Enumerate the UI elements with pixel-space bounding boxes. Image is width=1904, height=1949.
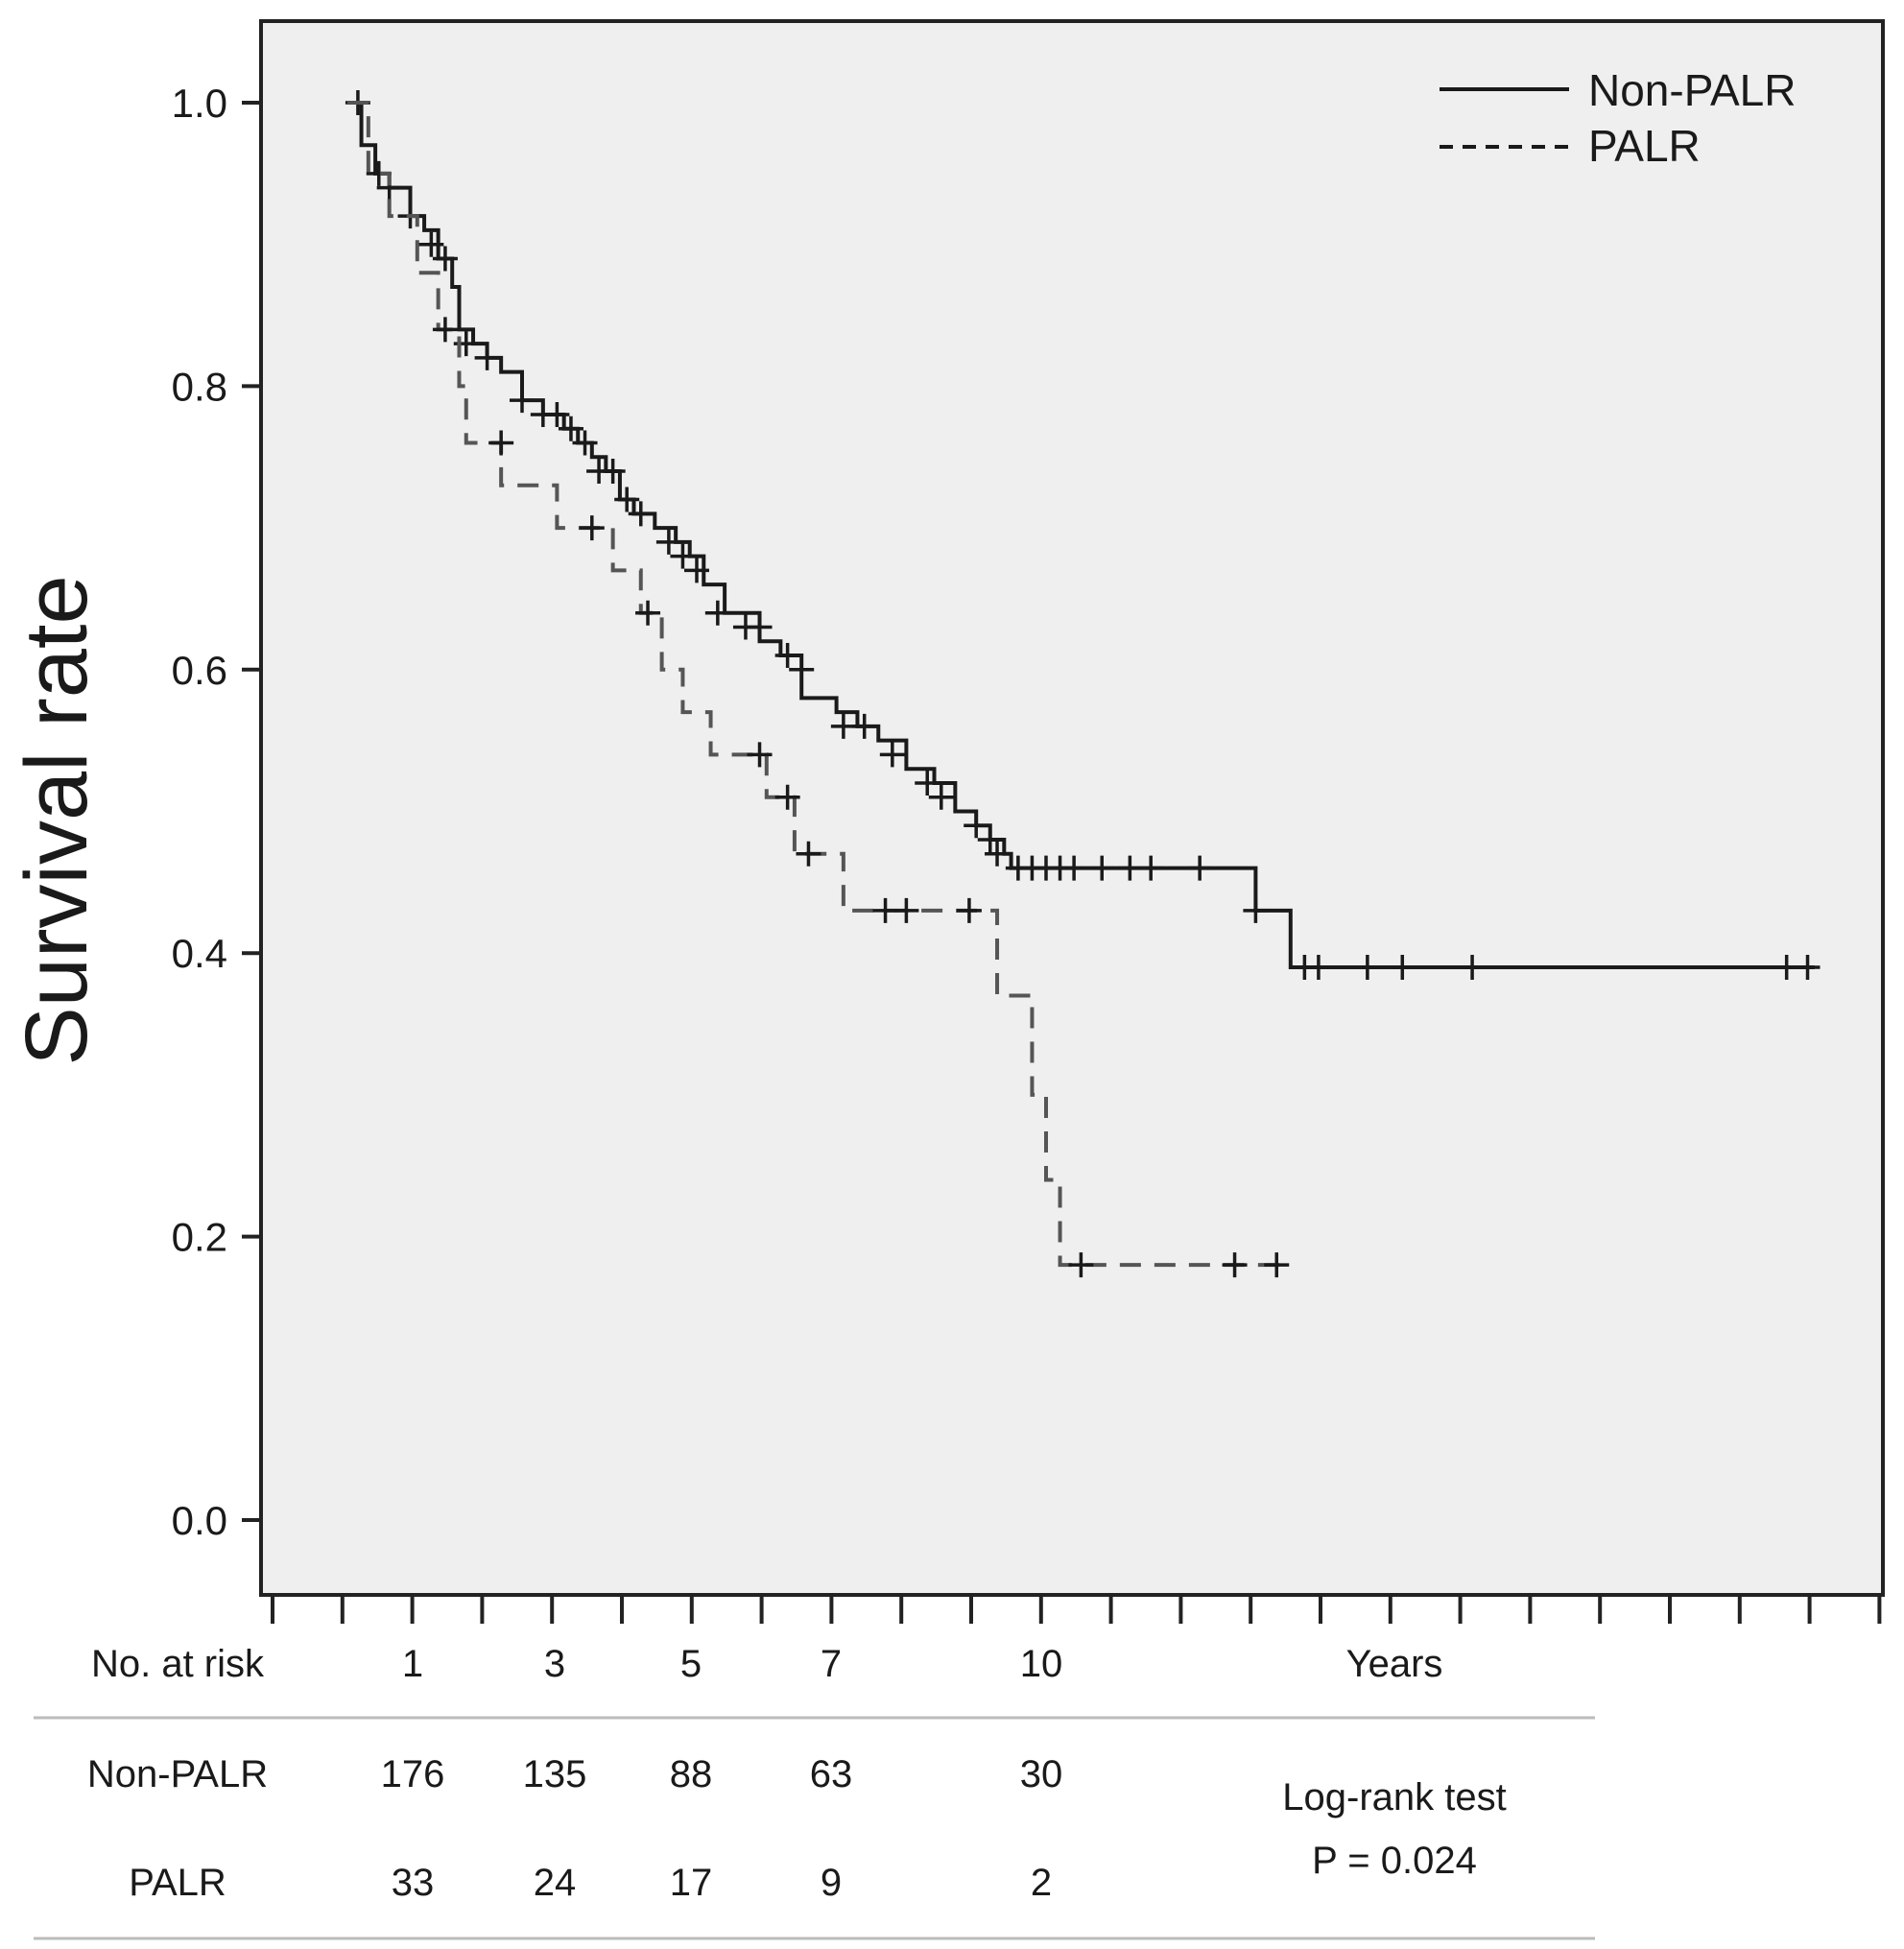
censor-mark-non-palr — [879, 742, 905, 768]
censor-mark-non-palr — [670, 543, 696, 569]
censor-mark-non-palr — [704, 600, 730, 626]
censor-mark-non-palr — [1061, 855, 1087, 881]
y-tick-label: 0.4 — [172, 931, 227, 976]
censor-mark-non-palr — [774, 643, 800, 669]
censor-mark-palr — [893, 897, 919, 923]
censor-mark-palr — [956, 897, 982, 923]
censor-mark-palr — [1222, 1252, 1248, 1278]
censor-mark-palr — [796, 841, 821, 867]
risk-table-time: 5 — [680, 1643, 702, 1685]
censor-mark-non-palr — [747, 614, 773, 640]
censor-mark-palr — [747, 742, 773, 768]
censor-mark-palr — [432, 317, 458, 343]
censor-mark-non-palr — [655, 529, 681, 555]
legend-label-non-palr: Non-PALR — [1588, 65, 1796, 115]
risk-row-label-palr: PALR — [129, 1862, 226, 1904]
risk-cell-non-palr: 176 — [381, 1753, 445, 1795]
logrank-test-label: Log-rank test — [1282, 1776, 1506, 1818]
y-tick-label: 1.0 — [172, 81, 227, 126]
censor-mark-non-palr — [558, 416, 583, 441]
censor-mark-non-palr — [985, 841, 1011, 867]
series-layer — [345, 90, 1821, 1278]
censor-mark-non-palr — [1460, 954, 1486, 980]
survival-curve-non-palr — [347, 101, 1815, 969]
risk-table: No. at risk 1 3 5 7 10 Years Non-PALR 176 135 8… — [34, 1643, 1595, 1940]
censor-mark-non-palr — [600, 459, 626, 485]
y-tick-label: 0.2 — [172, 1215, 227, 1260]
censor-mark-non-palr — [1089, 855, 1115, 881]
censor-mark-non-palr — [1187, 855, 1213, 881]
censor-mark-non-palr — [789, 656, 815, 682]
risk-cell-palr: 2 — [1031, 1862, 1052, 1904]
risk-table-unit: Years — [1346, 1643, 1443, 1685]
legend: Non-PALR PALR — [1440, 65, 1796, 171]
risk-table-time: 3 — [544, 1643, 565, 1685]
censor-mark-non-palr — [684, 558, 709, 583]
risk-table-time: 1 — [402, 1643, 423, 1685]
censor-mark-non-palr — [628, 501, 654, 527]
risk-table-time: 10 — [1020, 1643, 1063, 1685]
y-tick-label: 0.0 — [172, 1498, 227, 1543]
y-tick-label: 0.6 — [172, 648, 227, 693]
censor-mark-non-palr — [915, 770, 940, 796]
risk-cell-palr: 17 — [670, 1862, 713, 1904]
censor-mark-non-palr — [977, 827, 1003, 853]
censor-mark-non-palr — [1390, 954, 1416, 980]
censor-mark-non-palr — [830, 713, 856, 739]
censor-mark-non-palr — [964, 813, 989, 839]
risk-cell-palr: 33 — [392, 1862, 435, 1904]
risk-table-time: 7 — [821, 1643, 842, 1685]
censor-mark-palr — [1068, 1252, 1094, 1278]
plot-area — [259, 19, 1885, 1597]
censor-mark-non-palr — [851, 713, 877, 739]
censor-mark-palr — [774, 784, 800, 810]
censor-mark-non-palr — [474, 345, 500, 370]
censor-mark-non-palr — [544, 401, 570, 427]
logrank-p-value: P = 0.024 — [1312, 1840, 1477, 1882]
x-axis — [271, 1595, 1882, 1624]
risk-cell-non-palr: 30 — [1020, 1753, 1063, 1795]
censor-mark-palr — [872, 897, 898, 923]
risk-cell-palr: 24 — [534, 1862, 577, 1904]
censor-mark-non-palr — [1773, 954, 1799, 980]
risk-cell-palr: 9 — [821, 1862, 842, 1904]
censor-mark-palr — [579, 515, 605, 541]
censor-mark-non-palr — [1354, 954, 1380, 980]
risk-cell-non-palr: 88 — [670, 1753, 713, 1795]
censor-mark-non-palr — [614, 487, 640, 512]
censor-mark-non-palr — [1243, 897, 1269, 923]
risk-table-heading: No. at risk — [91, 1643, 265, 1685]
censor-mark-non-palr — [418, 231, 444, 257]
censor-mark-non-palr — [432, 246, 458, 272]
censor-mark-palr — [488, 430, 514, 456]
censor-mark-non-palr — [1138, 855, 1164, 881]
censor-mark-non-palr — [1305, 954, 1331, 980]
censor-mark-palr — [635, 600, 661, 626]
y-axis-label: Survival rate — [8, 575, 106, 1065]
censor-mark-non-palr — [1795, 954, 1821, 980]
censor-mark-non-palr — [928, 784, 954, 810]
legend-label-palr: PALR — [1588, 121, 1701, 171]
censor-mark-palr — [1264, 1252, 1290, 1278]
y-axis: 0.0 0.2 0.4 0.6 0.8 1.0 — [172, 81, 261, 1543]
censor-mark-non-palr — [1117, 855, 1143, 881]
risk-table-times: 1 3 5 7 10 — [402, 1643, 1062, 1685]
risk-cell-non-palr: 135 — [523, 1753, 587, 1795]
risk-table-rows: Non-PALR 176 135 88 63 30 PALR 33 24 17 9 2 — [87, 1753, 1062, 1904]
y-tick-label: 0.8 — [172, 364, 227, 409]
risk-row-label-non-palr: Non-PALR — [87, 1753, 268, 1795]
censor-mark-non-palr — [510, 388, 535, 414]
censor-mark-non-palr — [572, 430, 598, 456]
risk-cell-non-palr: 63 — [810, 1753, 853, 1795]
